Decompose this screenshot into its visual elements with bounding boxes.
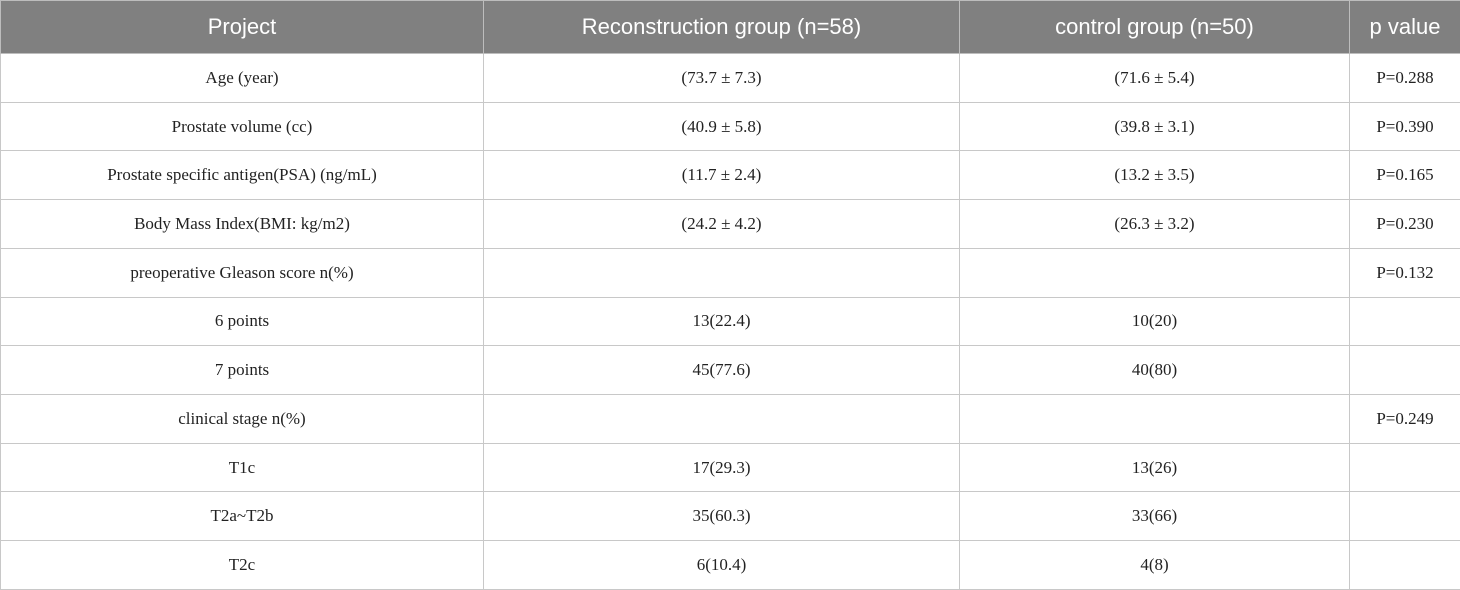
table-cell: (73.7 ± 7.3): [483, 53, 960, 103]
table-cell: (39.8 ± 3.1): [959, 101, 1350, 152]
table-cell: (71.6 ± 5.4): [959, 53, 1350, 103]
table-cell: preoperative Gleason score n(%): [0, 247, 484, 298]
table-row: Prostate volume (cc) (40.9 ± 5.8) (39.8 ± …: [0, 101, 1460, 152]
table-cell: P=0.288: [1349, 53, 1460, 103]
table-cell: (11.7 ± 2.4): [483, 150, 960, 201]
table-cell: [1349, 442, 1460, 493]
table-cell: 7 points: [0, 345, 484, 396]
table-cell: P=0.230: [1349, 199, 1460, 249]
table-cell: [1349, 296, 1460, 347]
table-cell: (26.3 ± 3.2): [959, 199, 1350, 249]
table-cell: [959, 247, 1350, 298]
table-cell: P=0.390: [1349, 101, 1460, 152]
table-cell: [483, 247, 960, 298]
table-cell: 35(60.3): [483, 491, 960, 542]
table-cell: T2a~T2b: [0, 491, 484, 542]
table-cell: clinical stage n(%): [0, 394, 484, 444]
header-row: Project Reconstruction group (n=58) contro…: [0, 0, 1460, 54]
table-cell: P=0.165: [1349, 150, 1460, 201]
table-cell: 45(77.6): [483, 345, 960, 396]
table-row: clinical stage n(%) P=0.249: [0, 394, 1460, 444]
table-row: T2a~T2b 35(60.3) 33(66): [0, 491, 1460, 542]
table-body: Age (year) (73.7 ± 7.3) (71.6 ± 5.4) P=0.28…: [0, 53, 1460, 590]
table-cell: P=0.132: [1349, 247, 1460, 298]
header-cell: control group (n=50): [959, 0, 1350, 54]
table-cell: 6 points: [0, 296, 484, 347]
table-row: 7 points 45(77.6) 40(80): [0, 345, 1460, 396]
table-row: preoperative Gleason score n(%) P=0.132: [0, 247, 1460, 298]
table-row: Age (year) (73.7 ± 7.3) (71.6 ± 5.4) P=0.28…: [0, 53, 1460, 103]
table-cell: (40.9 ± 5.8): [483, 101, 960, 152]
table-cell: Body Mass Index(BMI: kg/m2): [0, 199, 484, 249]
table-row: T2c 6(10.4) 4(8): [0, 540, 1460, 590]
table-cell: (13.2 ± 3.5): [959, 150, 1350, 201]
table-cell: (24.2 ± 4.2): [483, 199, 960, 249]
header-cell: Reconstruction group (n=58): [483, 0, 960, 54]
table-cell: T1c: [0, 442, 484, 493]
table-cell: [959, 394, 1350, 444]
table-cell: 17(29.3): [483, 442, 960, 493]
table-cell: [483, 394, 960, 444]
table-cell: 4(8): [959, 540, 1350, 590]
table-cell: [1349, 345, 1460, 396]
table-cell: P=0.249: [1349, 394, 1460, 444]
table-cell: 6(10.4): [483, 540, 960, 590]
table-row: Prostate specific antigen(PSA) (ng/mL) (1…: [0, 150, 1460, 201]
header-cell: p value: [1349, 0, 1460, 54]
table-cell: [1349, 540, 1460, 590]
table-cell: 13(26): [959, 442, 1350, 493]
table-row: Body Mass Index(BMI: kg/m2) (24.2 ± 4.2)(…: [0, 199, 1460, 249]
table-cell: 10(20): [959, 296, 1350, 347]
table-cell: [1349, 491, 1460, 542]
header-cell: Project: [0, 0, 484, 54]
table-row: T1c 17(29.3) 13(26): [0, 442, 1460, 493]
table-cell: 40(80): [959, 345, 1350, 396]
table-cell: Prostate volume (cc): [0, 101, 484, 152]
table-header: Project Reconstruction group (n=58) contro…: [0, 0, 1460, 54]
table-cell: Age (year): [0, 53, 484, 103]
table-cell: 13(22.4): [483, 296, 960, 347]
table-cell: T2c: [0, 540, 484, 590]
table-cell: 33(66): [959, 491, 1350, 542]
table-row: 6 points 13(22.4) 10(20): [0, 296, 1460, 347]
table-cell: Prostate specific antigen(PSA) (ng/mL): [0, 150, 484, 201]
